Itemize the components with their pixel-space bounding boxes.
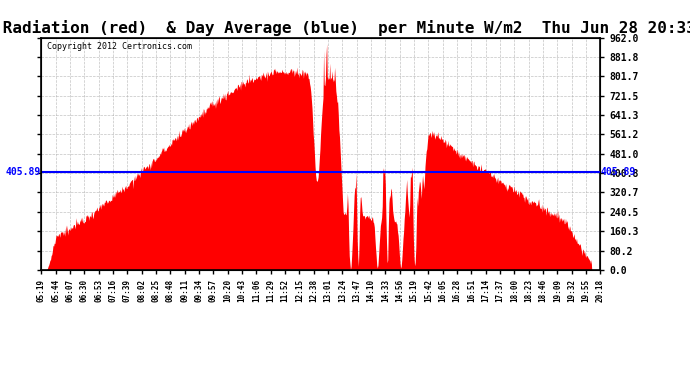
Text: 405.89: 405.89 xyxy=(6,167,41,177)
Text: 405.89: 405.89 xyxy=(601,167,636,177)
Title: Solar Radiation (red)  & Day Average (blue)  per Minute W/m2  Thu Jun 28 20:33: Solar Radiation (red) & Day Average (blu… xyxy=(0,20,690,36)
Text: Copyright 2012 Certronics.com: Copyright 2012 Certronics.com xyxy=(47,42,192,51)
